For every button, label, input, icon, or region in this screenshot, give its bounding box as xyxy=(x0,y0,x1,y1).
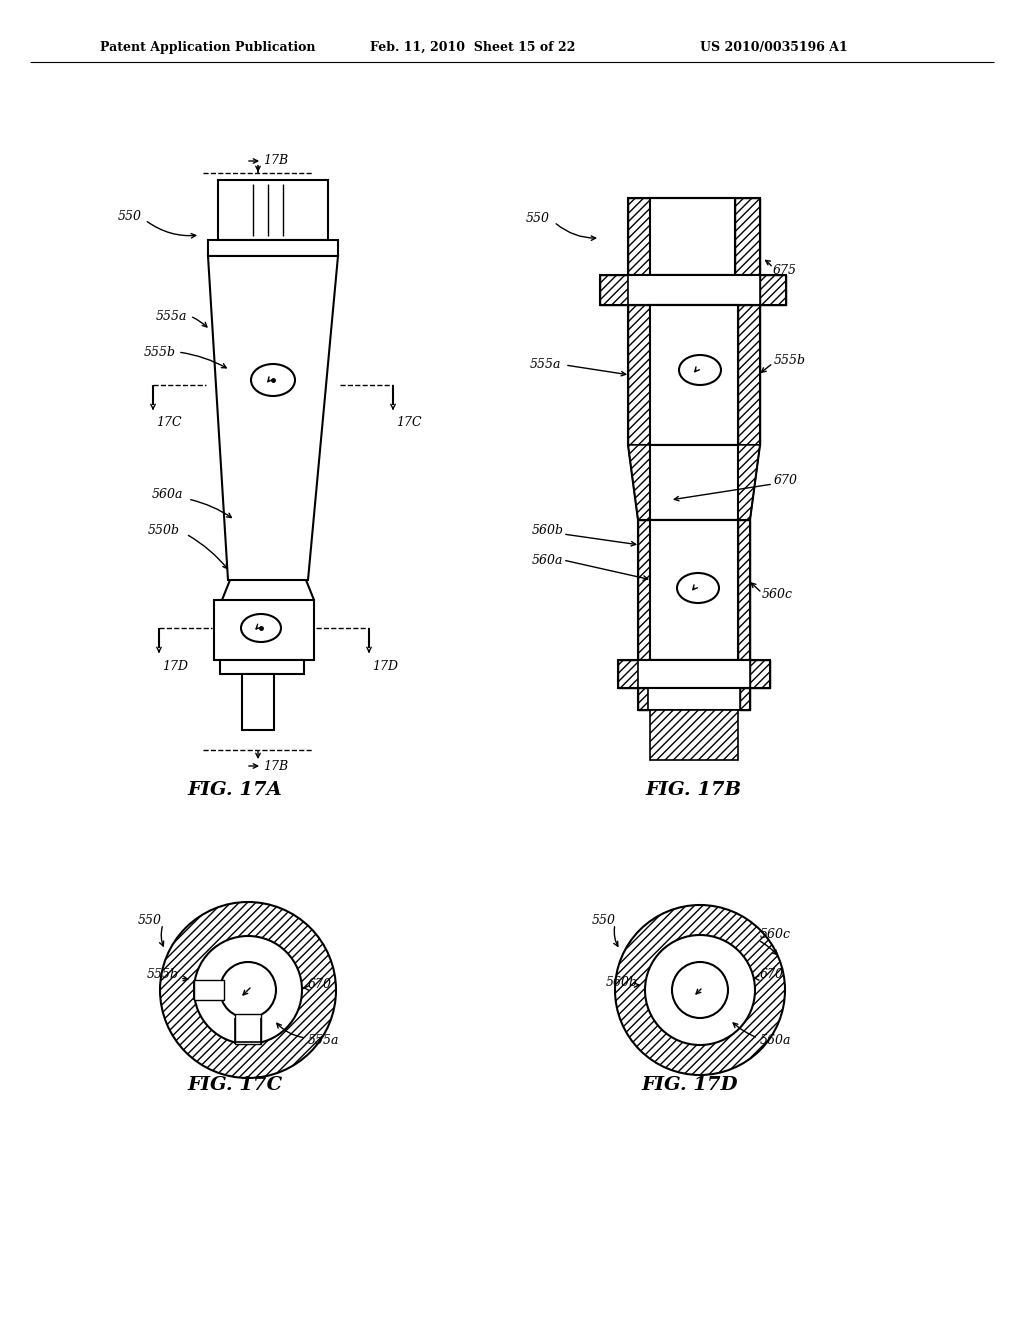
Polygon shape xyxy=(738,445,760,520)
Text: 560a: 560a xyxy=(532,553,563,566)
Bar xyxy=(650,445,738,520)
Text: 555b: 555b xyxy=(144,346,176,359)
Polygon shape xyxy=(735,198,760,275)
Polygon shape xyxy=(600,275,628,305)
Text: 17B: 17B xyxy=(263,154,288,168)
Bar xyxy=(194,979,224,1001)
Text: FIG. 17D: FIG. 17D xyxy=(642,1076,738,1094)
Text: 560a: 560a xyxy=(760,1034,792,1047)
Circle shape xyxy=(645,935,755,1045)
Text: US 2010/0035196 A1: US 2010/0035196 A1 xyxy=(700,41,848,54)
Bar xyxy=(208,240,338,256)
Circle shape xyxy=(672,962,728,1018)
Polygon shape xyxy=(750,660,770,688)
Polygon shape xyxy=(618,660,638,688)
Text: 560a: 560a xyxy=(152,488,183,502)
Text: 550: 550 xyxy=(526,211,550,224)
Text: 560b: 560b xyxy=(532,524,564,536)
Bar xyxy=(242,675,274,730)
Text: 550b: 550b xyxy=(148,524,180,536)
Text: 555b: 555b xyxy=(774,354,806,367)
Bar xyxy=(650,710,738,760)
Polygon shape xyxy=(738,305,760,445)
Text: 560b: 560b xyxy=(606,977,638,990)
Bar xyxy=(650,520,738,660)
Text: 550: 550 xyxy=(138,913,162,927)
Text: 560c: 560c xyxy=(760,928,791,941)
Text: Feb. 11, 2010  Sheet 15 of 22: Feb. 11, 2010 Sheet 15 of 22 xyxy=(370,41,575,54)
Bar xyxy=(638,688,750,710)
Text: 555a: 555a xyxy=(530,359,561,371)
Bar xyxy=(648,688,740,710)
Text: FIG. 17C: FIG. 17C xyxy=(187,1076,283,1094)
Ellipse shape xyxy=(679,355,721,385)
Polygon shape xyxy=(638,520,650,660)
Bar xyxy=(628,198,760,275)
Ellipse shape xyxy=(677,573,719,603)
Polygon shape xyxy=(740,688,750,710)
Text: 555a: 555a xyxy=(156,309,187,322)
Text: 17D: 17D xyxy=(162,660,188,672)
Text: 17B: 17B xyxy=(263,759,288,772)
Text: 550: 550 xyxy=(118,210,142,223)
Bar xyxy=(218,180,328,240)
Text: 17C: 17C xyxy=(156,417,181,429)
Circle shape xyxy=(615,906,785,1074)
Bar xyxy=(600,275,786,305)
Circle shape xyxy=(220,962,276,1018)
Ellipse shape xyxy=(251,364,295,396)
Bar xyxy=(628,305,760,445)
Polygon shape xyxy=(628,198,650,275)
Text: 555b: 555b xyxy=(147,969,179,982)
Text: FIG. 17A: FIG. 17A xyxy=(187,781,283,799)
Polygon shape xyxy=(208,256,338,579)
Text: 550: 550 xyxy=(592,913,616,927)
Polygon shape xyxy=(628,445,650,520)
Bar xyxy=(618,660,770,688)
Text: FIG. 17B: FIG. 17B xyxy=(646,781,742,799)
Bar xyxy=(628,275,760,305)
Text: 675: 675 xyxy=(773,264,797,276)
Text: 670: 670 xyxy=(760,969,784,982)
Bar xyxy=(214,601,314,660)
Text: Patent Application Publication: Patent Application Publication xyxy=(100,41,315,54)
Bar xyxy=(638,660,750,688)
Text: 670: 670 xyxy=(308,978,332,991)
Polygon shape xyxy=(638,688,648,710)
Text: 670: 670 xyxy=(774,474,798,487)
Text: 555a: 555a xyxy=(308,1034,340,1047)
Polygon shape xyxy=(760,275,786,305)
Text: 17C: 17C xyxy=(396,417,422,429)
Polygon shape xyxy=(738,520,750,660)
Circle shape xyxy=(160,902,336,1078)
Bar xyxy=(650,198,735,275)
Polygon shape xyxy=(628,305,650,445)
Bar xyxy=(650,305,738,445)
Text: 560c: 560c xyxy=(762,589,793,602)
Bar xyxy=(220,660,304,675)
Bar xyxy=(234,1014,261,1044)
Bar xyxy=(638,520,750,660)
Text: 17D: 17D xyxy=(372,660,398,672)
Circle shape xyxy=(194,936,302,1044)
Ellipse shape xyxy=(241,614,281,642)
